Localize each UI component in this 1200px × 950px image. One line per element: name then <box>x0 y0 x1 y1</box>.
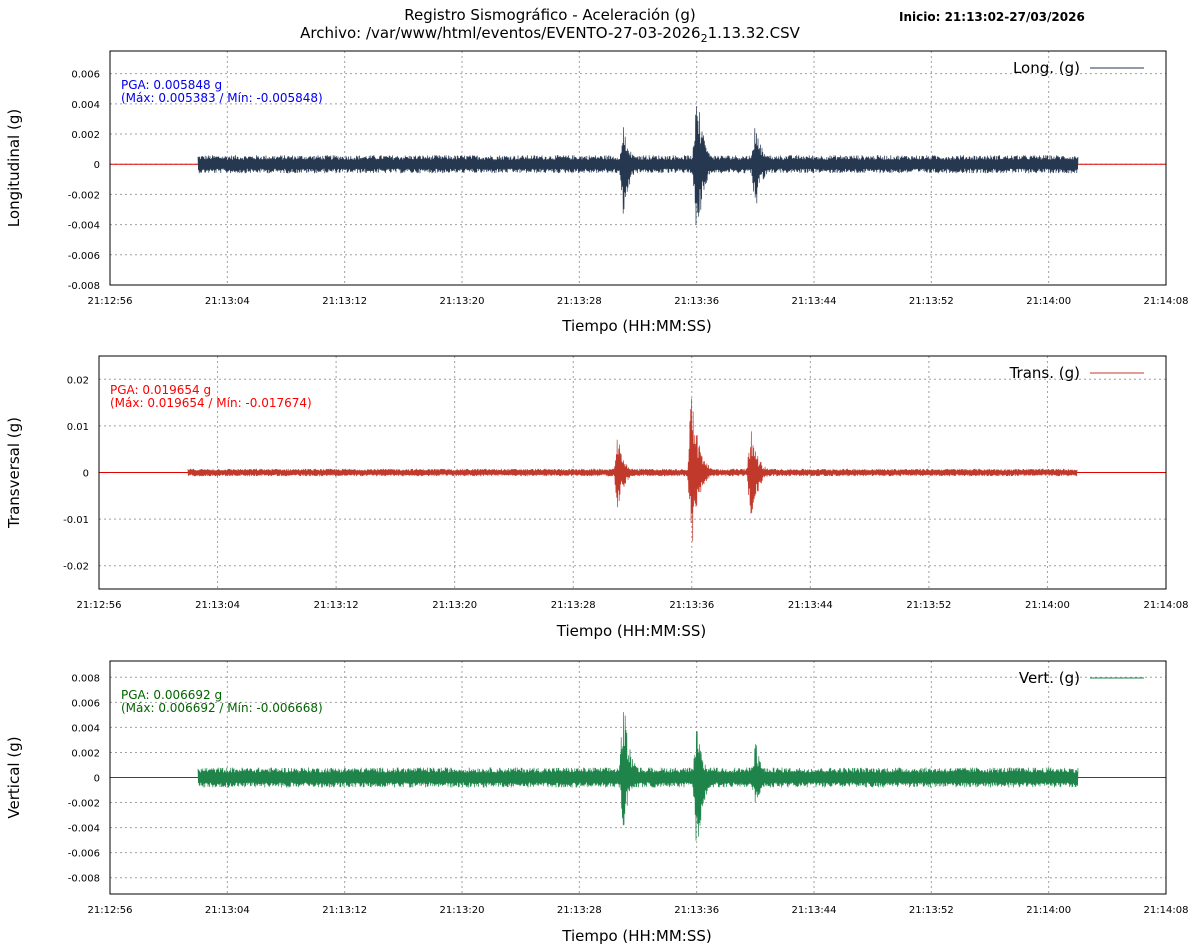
pga-minmax-label: (Máx: 0.005383 / Mín: -0.005848) <box>121 91 323 105</box>
x-tick-label: 21:14:00 <box>1026 905 1071 916</box>
pga-label: PGA: 0.006692 g <box>121 688 222 702</box>
x-tick-label: 21:14:08 <box>1144 600 1189 611</box>
x-tick-label: 21:13:52 <box>909 296 954 307</box>
y-tick-label: -0.008 <box>68 281 100 292</box>
y-tick-label: 0.02 <box>67 375 89 386</box>
pga-minmax-label: (Máx: 0.019654 / Mín: -0.017674) <box>110 396 312 410</box>
x-tick-label: 21:13:44 <box>792 905 837 916</box>
x-tick-label: 21:13:44 <box>788 600 833 611</box>
y-tick-label: 0.01 <box>67 422 89 433</box>
x-tick-label: 21:13:52 <box>909 905 954 916</box>
x-tick-label: 21:13:12 <box>322 905 367 916</box>
file-path-subscript: 2 <box>700 32 708 45</box>
y-tick-label: -0.02 <box>63 562 89 573</box>
y-tick-label: 0.006 <box>71 698 100 709</box>
y-tick-label: 0.004 <box>71 723 100 734</box>
y-tick-label: 0 <box>94 160 100 171</box>
x-tick-label: 21:13:20 <box>432 600 477 611</box>
y-tick-label: -0.008 <box>68 874 100 885</box>
x-tick-label: 21:13:28 <box>551 600 596 611</box>
x-axis-label: Tiempo (HH:MM:SS) <box>556 622 706 640</box>
x-tick-label: 21:14:00 <box>1026 296 1071 307</box>
waveform-series <box>197 106 1079 225</box>
x-tick-label: 21:13:36 <box>674 296 719 307</box>
waveform-series <box>197 712 1079 841</box>
start-time-label: Inicio: 21:13:02-27/03/2026 <box>899 10 1085 24</box>
y-tick-label: -0.004 <box>68 221 100 232</box>
x-tick-label: 21:13:20 <box>440 905 485 916</box>
y-tick-label: 0.006 <box>71 70 100 81</box>
y-axis-label: Longitudinal (g) <box>5 109 23 227</box>
plot-frame <box>109 50 1167 286</box>
pga-label: PGA: 0.005848 g <box>121 78 222 92</box>
plot-frame <box>98 355 1167 590</box>
legend-label: Long. (g) <box>1013 59 1080 77</box>
y-tick-label: 0 <box>94 774 100 785</box>
plot-frame <box>109 660 1167 895</box>
x-tick-label: 21:14:08 <box>1144 296 1189 307</box>
x-tick-label: 21:13:12 <box>314 600 359 611</box>
x-tick-label: 21:13:28 <box>557 296 602 307</box>
waveform-series <box>187 398 1078 542</box>
x-tick-label: 21:13:12 <box>322 296 367 307</box>
x-tick-label: 21:12:56 <box>88 296 133 307</box>
y-axis-label: Vertical (g) <box>5 736 23 818</box>
y-tick-label: 0.002 <box>71 130 100 141</box>
x-tick-label: 21:13:36 <box>674 905 719 916</box>
y-tick-label: -0.006 <box>68 849 100 860</box>
y-tick-label: 0.004 <box>71 100 100 111</box>
file-path: Archivo: /var/www/html/eventos/EVENTO-27… <box>300 24 701 42</box>
y-tick-label: -0.002 <box>68 190 100 201</box>
y-tick-label: 0.008 <box>71 673 100 684</box>
y-tick-label: 0.002 <box>71 748 100 759</box>
x-tick-label: 21:13:44 <box>792 296 837 307</box>
pga-minmax-label: (Máx: 0.006692 / Mín: -0.006668) <box>121 701 323 715</box>
y-tick-label: -0.002 <box>68 799 100 810</box>
chart-subtitle-file: Archivo: /var/www/html/eventos/EVENTO-27… <box>0 24 1150 45</box>
x-axis-label: Tiempo (HH:MM:SS) <box>561 927 711 945</box>
legend-label: Vert. (g) <box>1019 669 1080 687</box>
y-tick-label: -0.01 <box>63 515 89 526</box>
x-tick-label: 21:13:28 <box>557 905 602 916</box>
x-tick-label: 21:12:56 <box>77 600 122 611</box>
y-tick-label: -0.006 <box>68 251 100 262</box>
x-tick-label: 21:12:56 <box>88 905 133 916</box>
x-tick-label: 21:13:36 <box>669 600 714 611</box>
chart-title: Registro Sismográfico - Aceleración (g) <box>404 6 696 24</box>
x-tick-label: 21:13:20 <box>440 296 485 307</box>
x-tick-label: 21:14:08 <box>1144 905 1189 916</box>
x-tick-label: 21:13:52 <box>906 600 951 611</box>
legend-label: Trans. (g) <box>1009 364 1080 382</box>
file-path-tail: 1.13.32.CSV <box>707 24 800 42</box>
x-tick-label: 21:14:00 <box>1025 600 1070 611</box>
x-tick-label: 21:13:04 <box>205 296 250 307</box>
y-axis-label: Transversal (g) <box>5 417 23 529</box>
pga-label: PGA: 0.019654 g <box>110 383 211 397</box>
y-tick-label: 0 <box>83 469 89 480</box>
x-tick-label: 21:13:04 <box>205 905 250 916</box>
x-tick-label: 21:13:04 <box>195 600 240 611</box>
y-tick-label: -0.004 <box>68 824 100 835</box>
x-axis-label: Tiempo (HH:MM:SS) <box>561 317 711 335</box>
